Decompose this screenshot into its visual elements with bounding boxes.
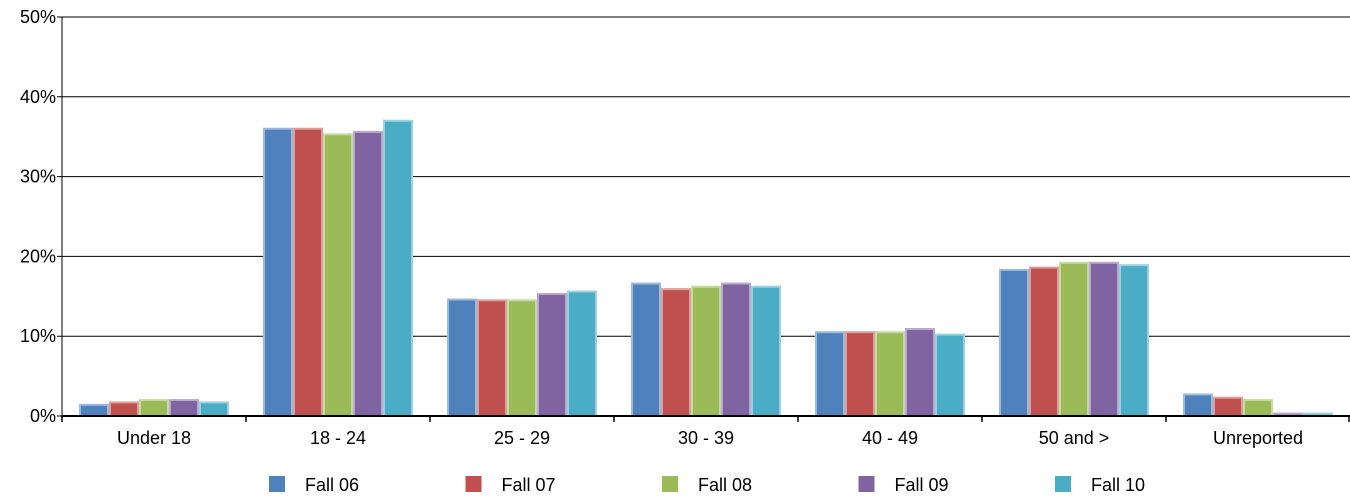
x-tick-label: 18 - 24	[310, 428, 366, 448]
bar-fall-09-5	[1089, 261, 1119, 417]
bar-fall-08-5	[1059, 261, 1089, 417]
bar-fall-08-2	[507, 299, 537, 418]
legend-label: Fall 08	[698, 475, 752, 495]
legend-swatch-fall-08	[662, 476, 678, 492]
legend-swatch-fall-09	[858, 476, 875, 492]
bar-fall-07-0	[109, 401, 139, 417]
legend-label: Fall 09	[895, 475, 949, 495]
bar-fall-08-3	[691, 285, 721, 417]
bar-fall-06-6	[1183, 393, 1213, 418]
x-tick-label: 40 - 49	[862, 428, 918, 448]
x-tick-label: Under 18	[117, 428, 191, 448]
legend-swatch-fall-07	[465, 476, 482, 492]
y-tick-label: 20%	[20, 246, 56, 266]
legend-label: Fall 07	[502, 475, 556, 495]
bar-fall-09-1	[353, 130, 383, 418]
axes	[61, 17, 1350, 422]
y-tick-label: 30%	[20, 167, 56, 187]
bar-fall-07-3	[661, 288, 691, 418]
bar-series	[79, 119, 1333, 418]
legend-label: Fall 06	[305, 475, 359, 495]
y-tick-label: 40%	[20, 87, 56, 107]
bar-fall-06-4	[815, 331, 845, 417]
bar-fall-06-5	[999, 268, 1029, 417]
bar-fall-08-1	[323, 133, 353, 417]
bar-fall-08-6	[1243, 399, 1273, 418]
bar-fall-09-3	[721, 282, 751, 418]
y-axis-tick-labels: 0% 10% 20% 30% 40% 50%	[20, 7, 56, 426]
bar-fall-10-5	[1119, 264, 1149, 418]
bar-fall-07-4	[845, 331, 875, 417]
bar-fall-09-2	[537, 292, 567, 418]
legend-label: Fall 10	[1091, 475, 1145, 495]
x-tick-label: Unreported	[1213, 428, 1303, 448]
x-tick-label: 30 - 39	[678, 428, 734, 448]
bar-fall-07-2	[477, 299, 507, 418]
bar-fall-08-0	[139, 399, 169, 418]
legend: Fall 06 Fall 07 Fall 08 Fall 09 Fall 10	[269, 475, 1145, 495]
y-tick-label: 0%	[30, 406, 56, 426]
bar-fall-09-0	[169, 399, 199, 418]
x-axis-tick-labels: Under 18 18 - 24 25 - 29 30 - 39 40 - 49 50 a…	[117, 428, 1303, 448]
bar-fall-10-0	[199, 401, 229, 417]
bar-fall-10-4	[935, 333, 965, 418]
y-tick-label: 10%	[20, 326, 56, 346]
x-tick-label: 50 and >	[1039, 428, 1110, 448]
bar-fall-09-4	[905, 328, 935, 418]
bar-fall-06-1	[263, 127, 293, 417]
bar-fall-10-1	[383, 119, 413, 418]
bar-fall-10-2	[567, 290, 597, 417]
bar-fall-07-1	[293, 127, 323, 417]
bar-fall-06-0	[79, 403, 109, 418]
bar-fall-07-6	[1213, 396, 1243, 417]
bar-fall-07-5	[1029, 266, 1059, 417]
bar-fall-06-2	[447, 298, 477, 418]
bar-fall-08-4	[875, 331, 905, 417]
bar-fall-06-3	[631, 282, 661, 418]
bar-fall-10-3	[751, 285, 781, 417]
legend-swatch-fall-10	[1055, 476, 1071, 492]
x-tick-label: 25 - 29	[494, 428, 550, 448]
legend-swatch-fall-06	[269, 476, 285, 492]
y-tick-label: 50%	[20, 7, 56, 27]
